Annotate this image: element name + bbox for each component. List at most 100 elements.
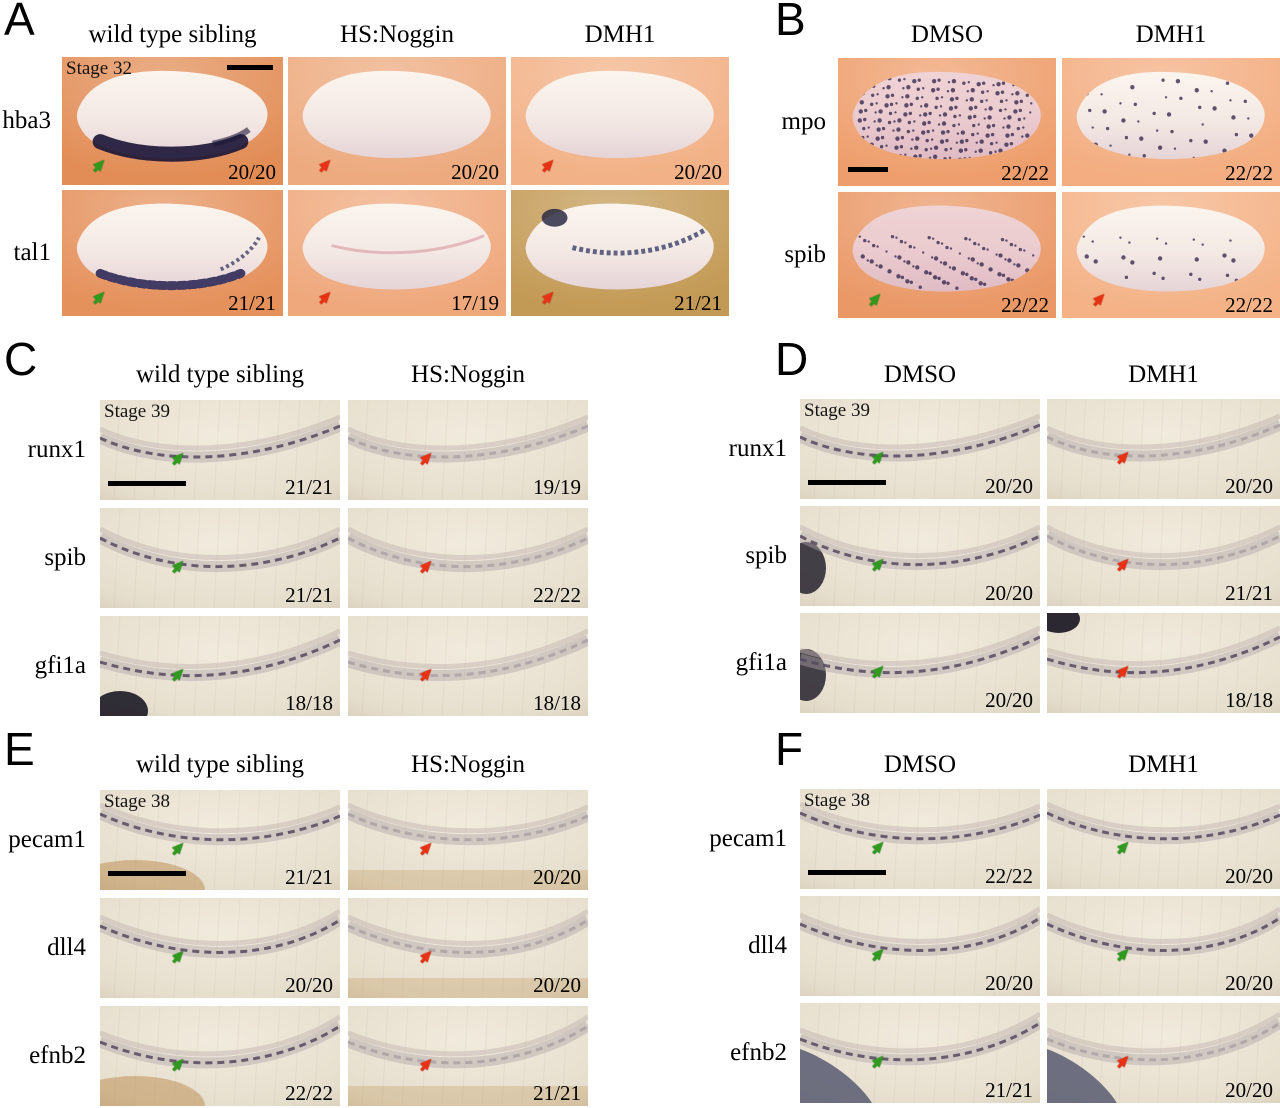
trunk-photo xyxy=(1047,506,1280,606)
column-header-dmh1: DMH1 xyxy=(1135,21,1207,48)
micrograph-f-pecam1-dmh1: 20/20 xyxy=(1047,789,1280,889)
panel-D-letter: D xyxy=(775,333,809,385)
micrograph-d-runx1-dmso: Stage 39 20/20 xyxy=(800,399,1040,499)
trunk-photo xyxy=(100,616,340,716)
gene-label-spib: spib xyxy=(44,544,86,571)
panel-A-grid: wild type sibling HS:Noggin DMH1 hba3 Stage … xyxy=(0,0,734,316)
trunk-photo xyxy=(100,1006,340,1106)
micrograph-e-efnb2-wild-type-sibling: 22/22 xyxy=(100,1006,340,1106)
gene-label-gfi1a: gfi1a xyxy=(735,649,787,676)
trunk-photo xyxy=(348,1006,588,1106)
embryo-count: 22/22 xyxy=(1225,160,1273,185)
column-header-dmh1: DMH1 xyxy=(1128,751,1199,778)
gene-label-dll4: dll4 xyxy=(748,932,787,959)
embryo-count: 22/22 xyxy=(985,863,1033,888)
trunk-photo xyxy=(348,508,588,608)
column-header-dmso: DMSO xyxy=(883,361,957,388)
embryo-count: 21/21 xyxy=(285,864,333,889)
embryo-count: 21/21 xyxy=(285,474,333,499)
embryo-count: 20/20 xyxy=(533,972,581,997)
trunk-photo xyxy=(1047,613,1280,713)
embryo-count: 20/20 xyxy=(1225,970,1273,995)
stage-label: Stage 39 xyxy=(804,400,870,421)
column-header-hs-noggin: HS:Noggin xyxy=(411,751,525,778)
panel-C-grid: wild type sibling HS:Noggin runx1 Stage 39 2… xyxy=(0,340,588,716)
micrograph-d-spib-dmso: 20/20 xyxy=(800,506,1040,606)
embryo-count: 22/22 xyxy=(285,1080,333,1105)
embryo-count: 21/21 xyxy=(674,290,722,315)
embryo-count: 20/20 xyxy=(674,159,722,184)
embryo-count: 21/21 xyxy=(533,1080,581,1105)
trunk-photo xyxy=(348,616,588,716)
column-header-dmh1: DMH1 xyxy=(1128,361,1199,388)
trunk-photo xyxy=(1047,789,1280,889)
panel-C-letter: C xyxy=(4,333,38,385)
micrograph-a-tal1-hs-noggin: 17/19 xyxy=(288,190,506,316)
micrograph-d-gfi1a-dmso: 20/20 xyxy=(800,613,1040,713)
embryo-photo xyxy=(62,57,283,185)
embryo-count: 17/19 xyxy=(451,290,499,315)
micrograph-a-hba3-hs-noggin: 20/20 xyxy=(288,57,506,185)
embryo-count: 20/20 xyxy=(1225,1077,1273,1102)
column-header-dmso: DMSO xyxy=(883,751,957,778)
trunk-photo xyxy=(1047,896,1280,996)
micrograph-c-runx1-wild-type-sibling: Stage 39 21/21 xyxy=(100,400,340,500)
embryo-count: 22/22 xyxy=(1225,292,1273,317)
column-header-wild-type-sibling: wild type sibling xyxy=(135,361,305,388)
micrograph-f-dll4-dmh1: 20/20 xyxy=(1047,896,1280,996)
stage-label: Stage 38 xyxy=(104,791,170,812)
embryo-count: 20/20 xyxy=(451,159,499,184)
embryo-count: 20/20 xyxy=(1225,863,1273,888)
micrograph-f-efnb2-dmh1: 20/20 xyxy=(1047,1003,1280,1103)
gene-label-spib: spib xyxy=(784,241,826,268)
panel-A-letter: A xyxy=(4,0,35,45)
embryo-count: 20/20 xyxy=(985,687,1033,712)
trunk-photo xyxy=(1047,1003,1280,1103)
embryo-count: 22/22 xyxy=(533,582,581,607)
gene-label-gfi1a: gfi1a xyxy=(34,652,86,679)
embryo-photo xyxy=(1062,58,1280,186)
stage-label: Stage 39 xyxy=(104,401,170,422)
stage-label: Stage 38 xyxy=(804,790,870,811)
scale-bar xyxy=(808,870,886,875)
embryo-count: 20/20 xyxy=(985,473,1033,498)
micrograph-b-mpo-dmh1: 22/22 xyxy=(1062,58,1280,186)
micrograph-d-runx1-dmh1: 20/20 xyxy=(1047,399,1280,499)
embryo-count: 22/22 xyxy=(1001,292,1049,317)
micrograph-a-tal1-dmh1: 21/21 xyxy=(511,190,729,316)
gene-label-mpo: mpo xyxy=(781,108,826,135)
trunk-photo xyxy=(348,790,588,890)
micrograph-a-hba3-wild-type-sibling: Stage 32 20/20 xyxy=(62,57,283,185)
gene-label-runx1: runx1 xyxy=(728,435,787,462)
embryo-count: 20/20 xyxy=(228,159,276,184)
panel-B-letter: B xyxy=(775,0,806,45)
micrograph-c-runx1-hs-noggin: 19/19 xyxy=(348,400,588,500)
embryo-count: 21/21 xyxy=(985,1077,1033,1102)
micrograph-b-spib-dmso: 22/22 xyxy=(838,192,1056,318)
stage-label: Stage 32 xyxy=(66,58,132,79)
trunk-photo xyxy=(1047,399,1280,499)
trunk-photo xyxy=(800,896,1040,996)
embryo-photo xyxy=(511,190,729,316)
trunk-photo xyxy=(348,400,588,500)
micrograph-a-tal1-wild-type-sibling: 21/21 xyxy=(62,190,283,316)
embryo-count: 18/18 xyxy=(1225,687,1273,712)
micrograph-f-efnb2-dmso: 21/21 xyxy=(800,1003,1040,1103)
trunk-photo xyxy=(100,898,340,998)
gene-label-dll4: dll4 xyxy=(47,934,86,961)
micrograph-c-gfi1a-wild-type-sibling: 18/18 xyxy=(100,616,340,716)
scale-bar xyxy=(808,480,886,485)
micrograph-c-spib-hs-noggin: 22/22 xyxy=(348,508,588,608)
micrograph-b-mpo-dmso: 22/22 xyxy=(838,58,1056,186)
trunk-photo xyxy=(100,508,340,608)
panel-B: B DMSO DMH1 mpo 22/22 22/22 spib 22/22 22/22 xyxy=(756,0,1280,318)
micrograph-e-pecam1-wild-type-sibling: Stage 38 21/21 xyxy=(100,790,340,890)
micrograph-c-spib-wild-type-sibling: 21/21 xyxy=(100,508,340,608)
embryo-photo xyxy=(288,190,506,316)
column-header-wild-type-sibling: wild type sibling xyxy=(88,21,257,48)
